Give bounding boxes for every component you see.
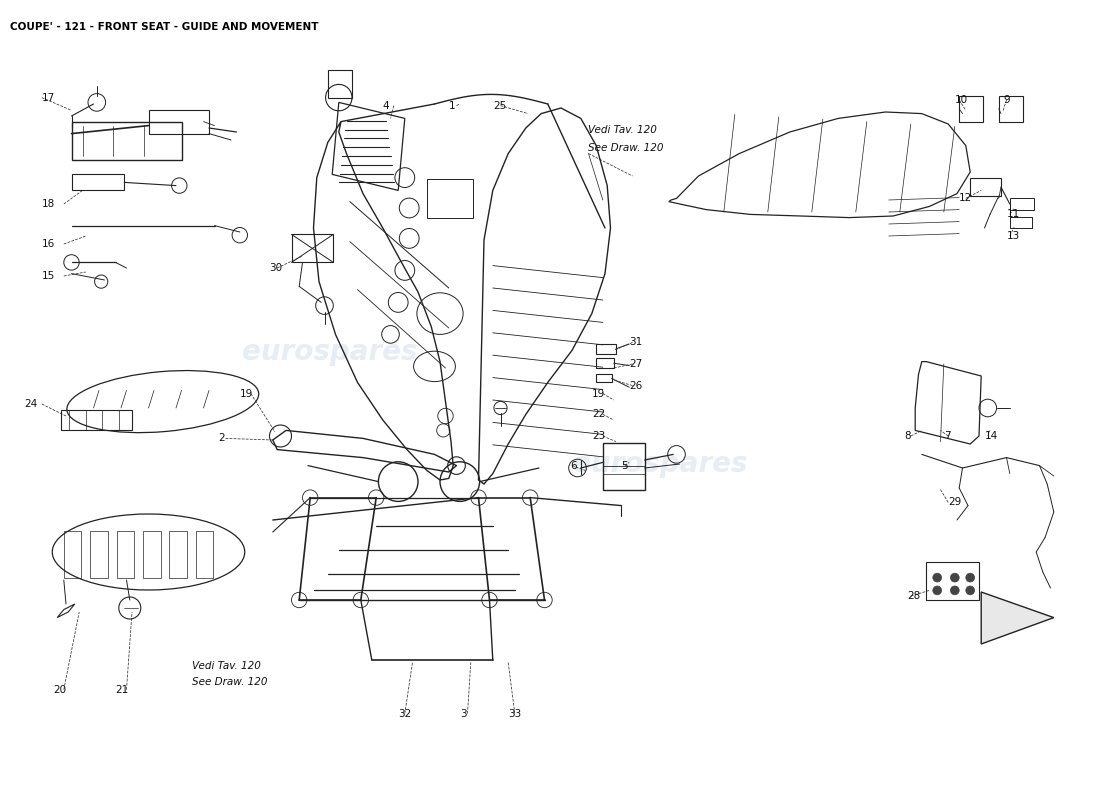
Text: 5: 5	[621, 461, 628, 470]
Text: 7: 7	[944, 431, 950, 441]
Bar	[1010, 198, 1034, 210]
Text: 17: 17	[42, 93, 55, 102]
Text: 29: 29	[948, 498, 961, 507]
Text: 8: 8	[904, 431, 911, 441]
Bar	[603, 443, 645, 490]
Bar	[148, 110, 209, 134]
Text: 18: 18	[42, 199, 55, 209]
Circle shape	[950, 586, 959, 595]
Text: 20: 20	[53, 685, 66, 694]
Text: 12: 12	[959, 194, 972, 203]
Text: 30: 30	[270, 263, 283, 273]
Text: eurospares: eurospares	[242, 338, 418, 366]
Text: 28: 28	[908, 591, 921, 601]
Text: 24: 24	[24, 399, 37, 409]
Text: 10: 10	[955, 95, 968, 105]
Circle shape	[950, 573, 959, 582]
Bar	[72, 174, 124, 190]
Text: See Draw. 120: See Draw. 120	[192, 677, 268, 686]
Bar	[196, 531, 213, 578]
Text: Vedi Tav. 120: Vedi Tav. 120	[192, 661, 262, 670]
Text: 2: 2	[218, 434, 224, 443]
Text: 23: 23	[592, 431, 605, 441]
Circle shape	[966, 573, 975, 582]
Bar	[328, 70, 352, 98]
Bar	[169, 531, 187, 578]
Bar	[292, 234, 333, 262]
Text: 13: 13	[1006, 231, 1020, 241]
Bar	[926, 562, 979, 600]
Text: 19: 19	[240, 389, 253, 398]
Text: 6: 6	[570, 461, 576, 470]
Bar	[596, 344, 616, 354]
Text: 33: 33	[508, 709, 521, 718]
Circle shape	[933, 573, 942, 582]
Bar	[143, 531, 161, 578]
Circle shape	[966, 586, 975, 595]
Text: 32: 32	[398, 709, 411, 718]
Text: 3: 3	[460, 709, 466, 718]
Bar	[1010, 217, 1032, 228]
Text: 11: 11	[1006, 210, 1020, 219]
Text: 31: 31	[629, 338, 642, 347]
Text: 22: 22	[592, 410, 605, 419]
Text: 14: 14	[984, 431, 998, 441]
Text: 26: 26	[629, 381, 642, 390]
Bar	[60, 410, 132, 430]
Bar	[64, 531, 81, 578]
Text: 9: 9	[1003, 95, 1010, 105]
Bar	[999, 96, 1023, 122]
Text: COUPE' - 121 - FRONT SEAT - GUIDE AND MOVEMENT: COUPE' - 121 - FRONT SEAT - GUIDE AND MO…	[10, 22, 319, 32]
Text: 19: 19	[592, 389, 605, 398]
Bar	[427, 179, 473, 218]
Text: eurospares: eurospares	[572, 450, 748, 478]
Bar	[90, 531, 108, 578]
Text: 1: 1	[449, 101, 455, 110]
Bar	[959, 96, 983, 122]
Text: 15: 15	[42, 271, 55, 281]
Bar	[596, 374, 612, 382]
Bar	[596, 358, 614, 368]
Text: 27: 27	[629, 359, 642, 369]
Bar	[117, 531, 134, 578]
Text: Vedi Tav. 120: Vedi Tav. 120	[588, 125, 658, 134]
Text: See Draw. 120: See Draw. 120	[588, 143, 664, 153]
Circle shape	[933, 586, 942, 595]
Polygon shape	[981, 592, 1054, 644]
Text: 16: 16	[42, 239, 55, 249]
Text: 4: 4	[383, 101, 389, 110]
Text: 25: 25	[493, 101, 506, 110]
Bar	[970, 178, 1001, 196]
Bar	[72, 122, 182, 160]
Text: 21: 21	[116, 685, 129, 694]
